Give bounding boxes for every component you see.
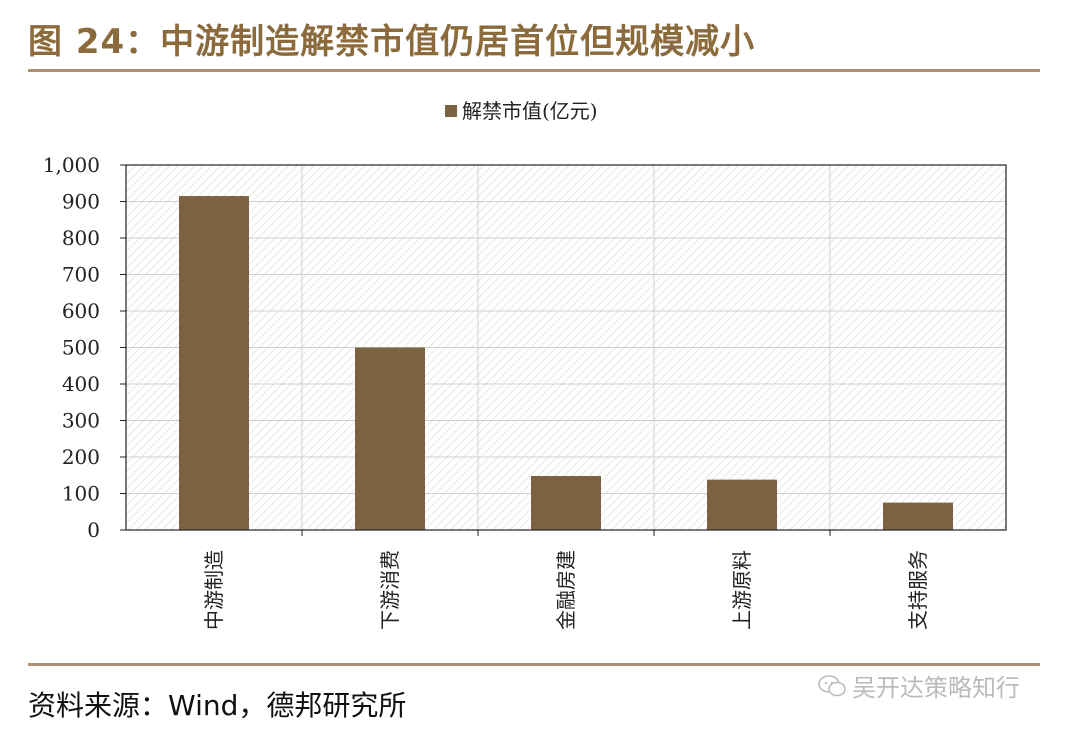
bar bbox=[707, 479, 777, 530]
bars bbox=[179, 196, 953, 530]
x-tick-label: 中游制造 bbox=[202, 550, 226, 630]
y-tick-label: 0 bbox=[87, 518, 100, 542]
x-axis-labels: 中游制造 下游消费 金融房建 上游原料 支持服务 bbox=[202, 530, 930, 630]
figure-title: 图 24：中游制造解禁市值仍居首位但规模减小 bbox=[28, 22, 756, 62]
footer-divider bbox=[28, 663, 1040, 666]
x-tick-label: 支持服务 bbox=[906, 550, 930, 630]
y-tick-label: 800 bbox=[62, 226, 100, 250]
x-tick-label: 金融房建 bbox=[554, 550, 578, 630]
y-tick-label: 300 bbox=[62, 409, 100, 433]
y-tick-label: 900 bbox=[62, 190, 100, 214]
bar bbox=[531, 475, 601, 530]
y-axis-ticks: 0 100 200 300 400 500 600 700 800 900 1,000 bbox=[43, 153, 126, 542]
y-tick-label: 100 bbox=[62, 482, 100, 506]
y-tick-label: 700 bbox=[62, 263, 100, 287]
watermark-text: 吴开达策略知行 bbox=[852, 674, 1020, 702]
wechat-icon bbox=[818, 674, 846, 696]
legend-swatch bbox=[445, 105, 457, 117]
bar-chart: 解禁市值(亿元) 0 100 200 300 400 500 600 700 800 900 1,0… bbox=[43, 99, 1007, 630]
x-tick-label: 下游消费 bbox=[378, 550, 402, 630]
chart-legend: 解禁市值(亿元) bbox=[445, 99, 598, 123]
y-tick-label: 400 bbox=[62, 372, 100, 396]
x-tick-label: 上游原料 bbox=[730, 550, 754, 630]
y-tick-label: 500 bbox=[62, 336, 100, 360]
source-note: 资料来源：Wind，德邦研究所 bbox=[28, 689, 407, 722]
y-tick-label: 200 bbox=[62, 445, 100, 469]
bar bbox=[355, 347, 425, 530]
title-divider bbox=[28, 69, 1040, 72]
y-tick-label: 1,000 bbox=[43, 153, 100, 177]
plot-frame bbox=[125, 164, 1007, 531]
watermark: 吴开达策略知行 bbox=[818, 668, 1020, 703]
bar bbox=[179, 196, 249, 530]
legend-label: 解禁市值(亿元) bbox=[462, 99, 598, 123]
bar bbox=[883, 502, 953, 530]
y-tick-label: 600 bbox=[62, 299, 100, 323]
